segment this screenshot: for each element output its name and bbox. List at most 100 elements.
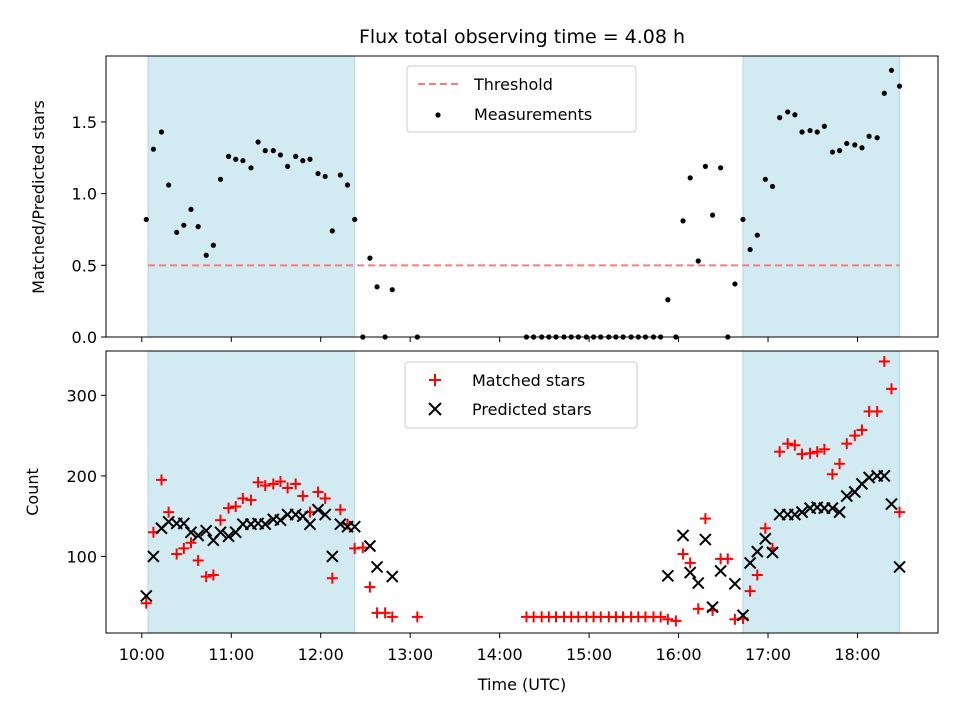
measurement-point xyxy=(665,297,671,303)
axes-frame xyxy=(105,350,939,634)
measurement-point xyxy=(866,133,872,139)
panel-counts: 100 200 300 10:00 11:00 12:00 13:00 14:00 15:00 1… xyxy=(66,350,939,664)
predicted-star-point xyxy=(348,520,361,533)
measurement-point xyxy=(829,149,836,155)
matched-star-point xyxy=(237,492,249,504)
matched-star-point xyxy=(334,504,346,516)
matched-star-point xyxy=(259,480,271,492)
measurement-point xyxy=(217,176,224,182)
predicted-star-point xyxy=(795,505,809,519)
matched-star-point xyxy=(319,492,331,504)
measurement-point xyxy=(709,212,716,218)
matched-star-point xyxy=(684,557,696,569)
measurement-point xyxy=(344,182,351,188)
x-tick-label: 17:00 xyxy=(745,645,791,664)
matched-star-point xyxy=(386,611,398,623)
y-tick-label: 0.0 xyxy=(72,328,97,347)
measurement-point xyxy=(896,83,903,89)
matched-star-point xyxy=(774,446,786,458)
legend-threshold-label: Threshold xyxy=(473,75,553,94)
y-axis-label-count: Count xyxy=(23,468,42,516)
predicted-star-point xyxy=(893,560,906,574)
legend-predicted-label: Predicted stars xyxy=(472,400,592,419)
measurement-point xyxy=(702,163,708,169)
predicted-star-point xyxy=(274,513,287,527)
y-tick-label: 100 xyxy=(66,547,97,566)
measurement-point xyxy=(166,182,172,188)
predicted-star-point xyxy=(676,529,690,542)
measurement-point xyxy=(315,170,321,177)
predicted-star-point xyxy=(683,566,697,579)
predicted-star-point xyxy=(751,545,764,558)
matched-star-point xyxy=(677,548,689,560)
measurement-point xyxy=(158,129,165,135)
predicted-star-point xyxy=(692,576,705,590)
predicted-star-point xyxy=(334,518,347,531)
x-tick-label: 12:00 xyxy=(298,645,344,664)
matched-star-point xyxy=(192,554,204,566)
predicted-star-point xyxy=(214,526,227,539)
matched-star-point xyxy=(804,447,816,459)
legend-matched-swatch xyxy=(429,374,441,386)
measurement-point xyxy=(785,109,791,115)
measurement-point xyxy=(374,284,380,290)
predicted-star-point xyxy=(736,609,750,622)
legend-counts-box xyxy=(404,361,638,429)
matched-star-point xyxy=(155,474,167,486)
matched-star-point xyxy=(215,514,227,526)
predicted-star-point xyxy=(184,526,198,539)
y-tick-label: 300 xyxy=(66,386,97,405)
predicted-star-point xyxy=(728,577,742,591)
measurement-point xyxy=(195,224,201,230)
predicted-star-point xyxy=(318,508,332,521)
measurement-point xyxy=(844,140,850,147)
x-tick-label: 16:00 xyxy=(656,645,702,664)
measurement-point xyxy=(270,148,276,154)
measurement-point xyxy=(732,281,738,287)
observing-window-shade xyxy=(147,55,356,338)
predicted-star-point xyxy=(370,560,384,574)
x-tick-label: 18:00 xyxy=(834,645,880,664)
matched-star-point xyxy=(878,355,890,367)
measurement-point xyxy=(329,228,335,234)
measurement-point xyxy=(687,175,693,181)
predicted-star-point xyxy=(177,517,191,530)
predicted-star-point xyxy=(289,508,302,521)
matched-star-point xyxy=(722,553,734,565)
measurement-point xyxy=(859,145,865,151)
measurement-point xyxy=(881,90,887,96)
measurement-point xyxy=(277,152,284,158)
matched-star-point xyxy=(171,548,183,560)
measurement-point xyxy=(874,135,880,141)
matched-star-point xyxy=(789,439,801,451)
matched-star-point xyxy=(252,476,264,488)
measurement-point xyxy=(762,176,768,182)
matched-star-point xyxy=(782,438,794,450)
legend-predicted-swatch xyxy=(428,402,442,416)
matched-star-point xyxy=(751,569,763,581)
legend-counts: Matched stars Predicted stars xyxy=(404,361,638,429)
matched-star-point xyxy=(200,571,212,583)
measurement-point xyxy=(285,163,291,169)
matched-star-point xyxy=(811,446,823,458)
measurement-point xyxy=(754,232,760,238)
x-axis-label: Time (UTC) xyxy=(477,675,566,694)
predicted-star-point xyxy=(363,539,377,553)
matched-star-point xyxy=(871,405,883,417)
matched-star-point xyxy=(163,506,175,518)
matched-star-point xyxy=(230,501,242,513)
measurement-point xyxy=(203,252,209,258)
measurement-point xyxy=(389,287,395,293)
matched-star-point xyxy=(411,611,423,623)
x-tick-label: 14:00 xyxy=(477,645,523,664)
measurement-point xyxy=(747,246,753,253)
panel-ratio: 0.0 0.5 1.0 1.5 xyxy=(72,55,939,347)
measurement-point xyxy=(367,255,373,261)
measurement-point xyxy=(300,158,306,164)
measurement-point xyxy=(262,148,268,154)
measurement-point xyxy=(174,229,180,235)
matched-star-point xyxy=(699,513,711,525)
predicted-star-point xyxy=(191,529,205,542)
matched-star-point xyxy=(364,581,376,593)
